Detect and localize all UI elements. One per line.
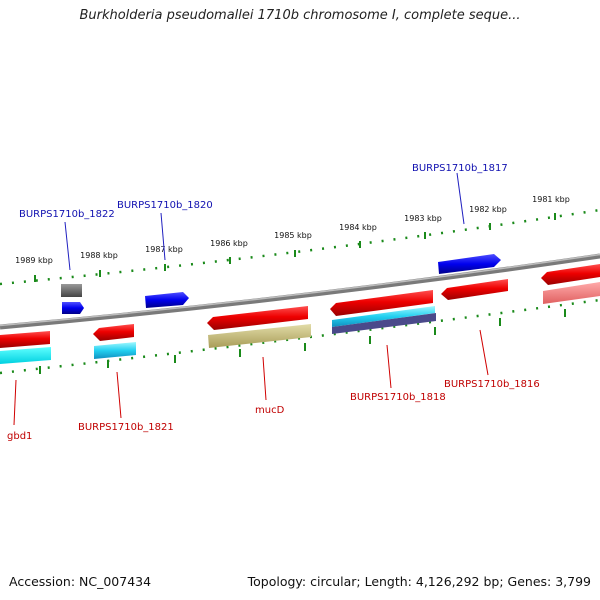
ruler-label: 1986 kbp xyxy=(210,239,248,248)
gene-burps1710b-1821[interactable] xyxy=(93,324,134,341)
bottom-callout-lines xyxy=(13,329,489,426)
gene-burps1710b-1822-b[interactable] xyxy=(62,302,84,314)
gene-label-burps1710b-1822[interactable]: BURPS1710b_1822 xyxy=(19,209,115,220)
gene-right-pink[interactable] xyxy=(543,282,600,304)
gene-burps1710b-1817[interactable] xyxy=(438,254,501,274)
gene-burps1710b-1818-c[interactable] xyxy=(332,313,436,334)
gene-gbd1-b[interactable] xyxy=(0,347,51,364)
ruler-label: 1989 kbp xyxy=(15,256,53,265)
gene-gbd1[interactable] xyxy=(0,331,50,348)
ruler-label: 1988 kbp xyxy=(80,251,118,260)
gene-burps1710b-1818[interactable] xyxy=(330,290,433,316)
ruler-labels: 1989 kbp 1988 kbp 1987 kbp 1986 kbp 1985… xyxy=(15,195,570,265)
topology-text: Topology: circular; Length: 4,126,292 bp… xyxy=(247,574,591,589)
lower-track-line xyxy=(0,298,600,375)
gene-label-burps1710b-1817[interactable]: BURPS1710b_1817 xyxy=(412,163,508,174)
gene-label-gbd1[interactable]: gbd1 xyxy=(7,431,32,442)
gene-burps1710b-1816[interactable] xyxy=(441,279,508,300)
gene-label-mucD[interactable]: mucD xyxy=(255,405,285,416)
ruler-ticks xyxy=(34,213,556,282)
chromosome-backbone xyxy=(0,253,600,330)
gene-burps1710b-1821-b[interactable] xyxy=(94,342,136,359)
ruler-label: 1981 kbp xyxy=(532,195,570,204)
gene-burps1710b-1818-b[interactable] xyxy=(332,306,435,327)
ruler-label: 1982 kbp xyxy=(469,205,507,214)
ruler-label: 1985 kbp xyxy=(274,231,312,240)
gene-right-red[interactable] xyxy=(541,264,600,285)
gene-label-burps1710b-1820[interactable]: BURPS1710b_1820 xyxy=(117,200,213,211)
gene-features-reverse xyxy=(0,264,600,364)
gene-burps1710b-1820[interactable] xyxy=(145,292,189,308)
ruler-line xyxy=(0,208,600,286)
gene-mucD[interactable] xyxy=(207,306,308,330)
gene-label-burps1710b-1818[interactable]: BURPS1710b_1818 xyxy=(350,392,446,403)
top-callout-lines xyxy=(64,172,465,271)
map-title: Burkholderia pseudomallei 1710b chromoso… xyxy=(79,8,521,23)
gene-mucD-b[interactable] xyxy=(208,324,311,348)
ruler-label: 1984 kbp xyxy=(339,223,377,232)
gene-burps1710b-1822[interactable] xyxy=(61,284,82,297)
lower-ticks xyxy=(39,309,566,374)
gene-label-burps1710b-1816[interactable]: BURPS1710b_1816 xyxy=(444,379,540,390)
ruler-label: 1983 kbp xyxy=(404,214,442,223)
gene-label-burps1710b-1821[interactable]: BURPS1710b_1821 xyxy=(78,422,174,433)
gene-features-forward xyxy=(61,254,501,314)
accession-text: Accession: NC_007434 xyxy=(9,574,152,589)
